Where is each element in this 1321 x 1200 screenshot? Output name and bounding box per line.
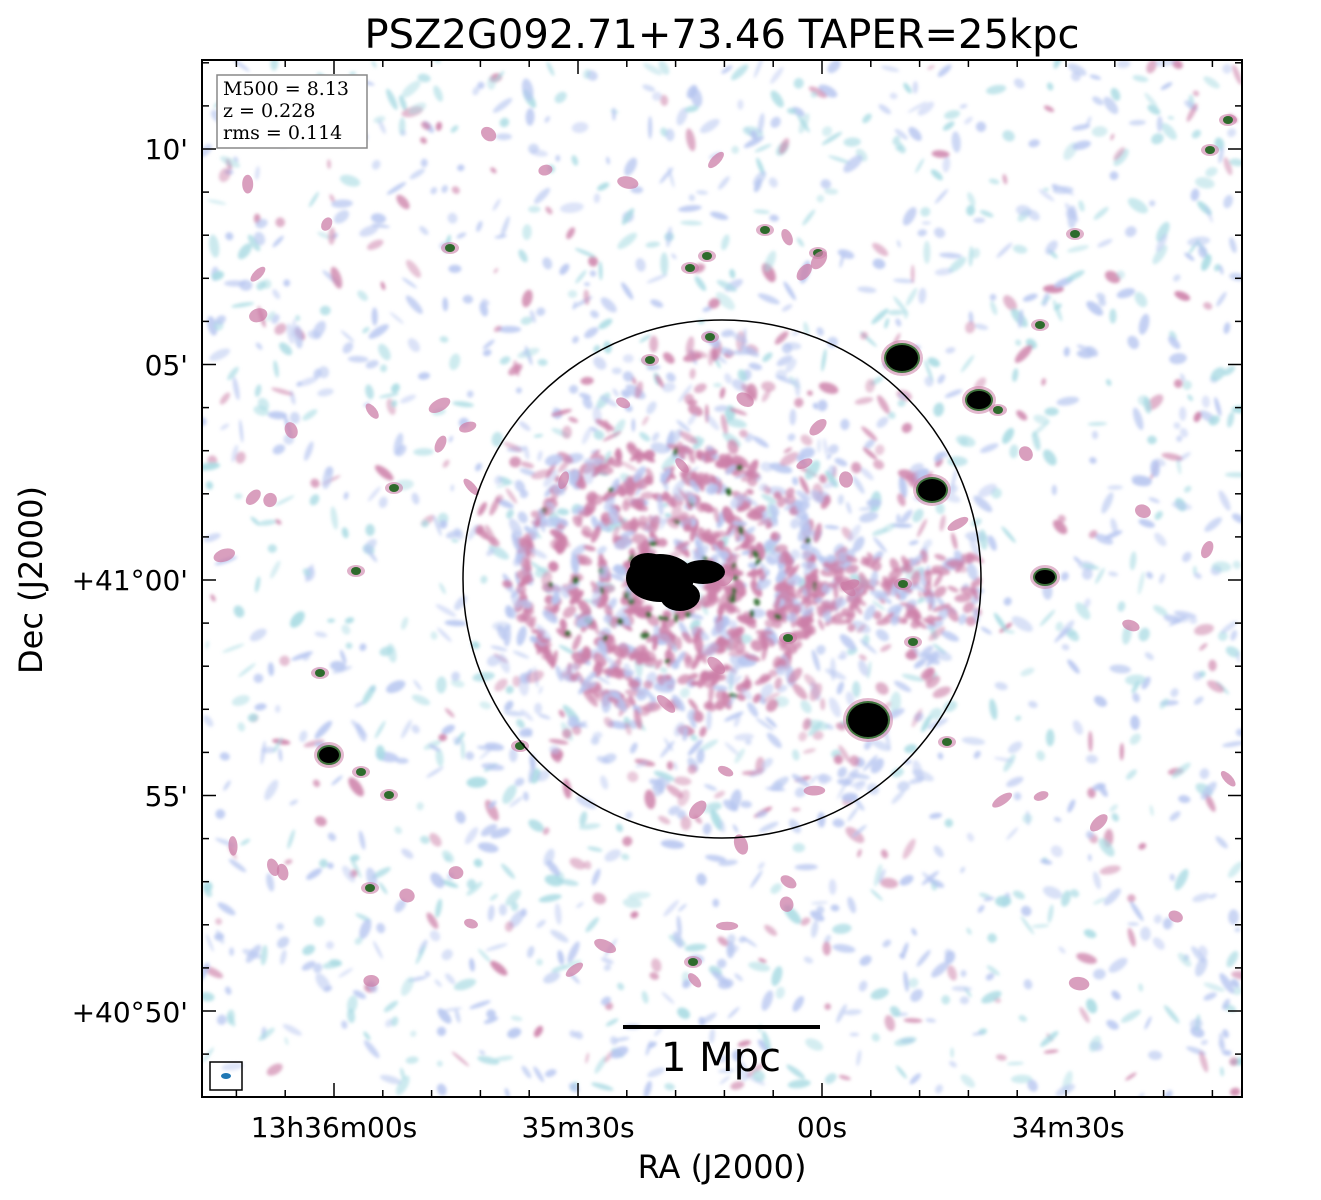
r500-circle xyxy=(462,319,982,839)
rms-label: rms = 0.114 xyxy=(223,122,342,144)
bright-radio-source xyxy=(319,747,339,763)
info-box: M500 = 8.13 z = 0.228 rms = 0.114 xyxy=(216,74,368,149)
compact-radio-source xyxy=(688,958,698,966)
plot-frame xyxy=(201,59,1243,1098)
compact-radio-source xyxy=(315,669,325,677)
y-tick-label-3: +41°00' xyxy=(72,564,188,597)
compact-radio-source xyxy=(356,768,366,776)
cluster-emission xyxy=(476,331,985,833)
emission-layer xyxy=(202,60,1242,1097)
compact-radio-source xyxy=(365,884,375,892)
compact-radio-source xyxy=(898,580,908,588)
y-axis-label: Dec (J2000) xyxy=(12,486,50,674)
x-tick-label-1: 13h36m00s xyxy=(251,1111,418,1144)
compact-radio-source xyxy=(1223,116,1233,124)
compact-radio-source xyxy=(645,356,655,364)
compact-radio-source xyxy=(783,634,793,642)
bright-radio-source xyxy=(1035,570,1055,584)
compact-radio-source xyxy=(760,226,770,234)
y-tick-label-1: 10' xyxy=(145,133,188,166)
y-tick-label-5: +40°50' xyxy=(72,996,188,1029)
beam-ellipse-icon xyxy=(221,1073,231,1079)
compact-radio-source xyxy=(1035,321,1045,329)
bright-radio-source xyxy=(848,703,888,737)
redshift-label: z = 0.228 xyxy=(223,100,315,122)
compact-radio-source xyxy=(1205,146,1215,154)
bright-radio-source xyxy=(918,479,946,501)
compact-radio-source xyxy=(705,333,715,341)
axis-ticks xyxy=(202,60,1242,1097)
compact-radio-source xyxy=(685,264,695,272)
compact-radio-source xyxy=(389,484,399,492)
compact-radio-source xyxy=(445,244,455,252)
compact-radio-source xyxy=(1070,230,1080,238)
compact-radio-source xyxy=(702,252,712,260)
compact-radio-source xyxy=(351,567,361,575)
scale-bar-label: 1 Mpc xyxy=(661,1035,781,1081)
figure-title: PSZ2G092.71+73.46 TAPER=25kpc xyxy=(365,12,1080,58)
compact-radio-source xyxy=(993,406,1003,414)
x-axis-label: RA (J2000) xyxy=(638,1148,807,1186)
x-tick-label-2: 35m30s xyxy=(521,1111,634,1144)
scale-bar: 1 Mpc xyxy=(623,1025,820,1081)
beam-indicator xyxy=(209,1061,243,1091)
compact-radio-source xyxy=(384,791,394,799)
x-tick-label-4: 34m30s xyxy=(1011,1111,1124,1144)
y-tick-label-2: 05' xyxy=(145,349,188,382)
compact-radio-source xyxy=(942,738,952,746)
bright-radio-source xyxy=(886,345,918,371)
compact-radio-source xyxy=(908,638,918,646)
x-tick-label-3: 00s xyxy=(797,1111,847,1144)
y-tick-label-4: 55' xyxy=(145,780,188,813)
bright-radio-source xyxy=(967,391,991,409)
m500-label: M500 = 8.13 xyxy=(223,78,349,100)
central-bright-source xyxy=(626,553,725,611)
